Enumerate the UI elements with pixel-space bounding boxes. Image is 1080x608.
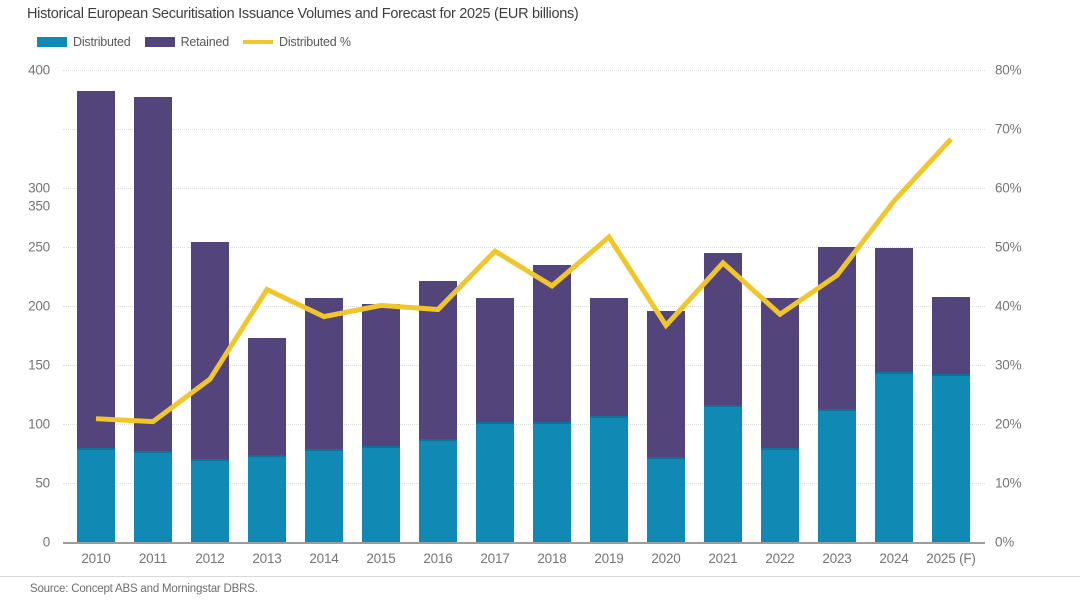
bar-segment-distributed bbox=[761, 447, 799, 542]
bar-segment-distributed bbox=[932, 374, 970, 542]
x-axis-label: 2023 bbox=[822, 551, 852, 566]
bar-segment-distributed bbox=[875, 372, 913, 542]
bar-segment-retained bbox=[932, 296, 970, 375]
bar-segment-retained bbox=[647, 310, 685, 458]
bar-segment-distributed bbox=[818, 408, 856, 542]
bar-segment-retained bbox=[818, 247, 856, 409]
bar-segment-distributed bbox=[704, 405, 742, 542]
source-note: Source: Concept ABS and Morningstar DBRS… bbox=[30, 583, 258, 595]
x-axis-label: 2015 bbox=[366, 551, 396, 566]
bar-segment-distributed bbox=[191, 459, 229, 542]
gridline bbox=[63, 483, 985, 484]
y-axis-right-tick: 80% bbox=[995, 62, 1022, 78]
legend-label-distributed: Distributed bbox=[73, 35, 131, 49]
x-axis-label: 2022 bbox=[765, 551, 795, 566]
x-axis-label: 2011 bbox=[138, 551, 168, 566]
bar-segment-retained bbox=[305, 297, 343, 449]
bar-segment-retained bbox=[761, 297, 799, 448]
distributed-pct-line-swatch-icon bbox=[243, 39, 273, 45]
y-axis-right-tick: 20% bbox=[995, 416, 1022, 432]
y-axis-right-tick: 40% bbox=[995, 298, 1022, 314]
x-axis-label: 2010 bbox=[81, 551, 111, 566]
x-axis-label: 2017 bbox=[480, 551, 510, 566]
bar-segment-retained bbox=[77, 91, 115, 448]
x-axis-label: 2016 bbox=[423, 551, 453, 566]
bar-segment-distributed bbox=[248, 454, 286, 542]
bar-segment-retained bbox=[419, 281, 457, 440]
footer-divider bbox=[0, 576, 1080, 577]
bar-segment-retained bbox=[704, 252, 742, 406]
y-axis-right-tick: 30% bbox=[995, 357, 1022, 373]
bar-segment-retained bbox=[248, 337, 286, 455]
bar-segment-distributed bbox=[362, 446, 400, 542]
bar-segment-distributed bbox=[305, 448, 343, 542]
bar-segment-distributed bbox=[77, 447, 115, 542]
bar-segment-distributed bbox=[476, 421, 514, 542]
x-axis-label: 2013 bbox=[252, 551, 282, 566]
y-axis-left-tick: 300 bbox=[28, 180, 50, 196]
bar-segment-retained bbox=[191, 242, 229, 460]
gridline bbox=[63, 129, 985, 130]
y-axis-right-tick: 50% bbox=[995, 239, 1022, 255]
chart-title: Historical European Securitisation Issua… bbox=[27, 6, 579, 22]
y-axis-left-tick: 200 bbox=[28, 298, 50, 314]
y-axis-left-tick: 0 bbox=[42, 534, 51, 550]
gridline bbox=[63, 70, 985, 71]
x-axis-label: 2020 bbox=[651, 551, 681, 566]
y-axis-left-tick: 250 bbox=[28, 239, 50, 255]
y-axis-right-tick: 10% bbox=[995, 475, 1022, 491]
bar-segment-retained bbox=[476, 297, 514, 422]
legend-item-distributed-pct: Distributed % bbox=[243, 35, 351, 49]
y-axis-left-tick: 100 bbox=[28, 416, 50, 432]
x-axis-label: 2024 bbox=[879, 551, 909, 566]
y-axis-right-tick: 70% bbox=[995, 121, 1022, 137]
x-axis-label: 2019 bbox=[594, 551, 624, 566]
bar-segment-distributed bbox=[590, 415, 628, 542]
bar-segment-retained bbox=[590, 297, 628, 416]
legend-label-distributed-pct: Distributed % bbox=[279, 35, 351, 49]
legend: Distributed Retained Distributed % bbox=[37, 35, 351, 49]
retained-swatch-icon bbox=[144, 37, 175, 47]
y-axis-left-tick: 400 bbox=[28, 62, 50, 78]
bar-segment-distributed bbox=[419, 439, 457, 542]
x-axis-label: 2021 bbox=[708, 551, 738, 566]
bar-segment-retained bbox=[134, 97, 172, 452]
gridline bbox=[63, 424, 985, 425]
x-axis-label: 2014 bbox=[309, 551, 339, 566]
y-axis-left-tick: 50 bbox=[35, 475, 50, 491]
legend-item-retained: Retained bbox=[144, 35, 230, 49]
bar-segment-retained bbox=[362, 303, 400, 447]
x-axis-label: 2025 (F) bbox=[926, 551, 976, 566]
bar-segment-distributed bbox=[134, 451, 172, 542]
y-axis-right-tick: 60% bbox=[995, 180, 1022, 196]
y-axis-left-tick: 350 bbox=[28, 198, 50, 214]
x-axis-line bbox=[63, 542, 985, 544]
gridline bbox=[63, 188, 985, 189]
bar-segment-distributed bbox=[533, 421, 571, 542]
legend-label-retained: Retained bbox=[180, 35, 230, 49]
y-axis-right-tick: 0% bbox=[995, 534, 1015, 550]
bar-segment-distributed bbox=[647, 457, 685, 542]
distributed-swatch-icon bbox=[37, 37, 67, 47]
bar-segment-retained bbox=[875, 248, 913, 373]
y-axis-left-tick: 150 bbox=[28, 357, 50, 373]
x-axis-label: 2012 bbox=[195, 551, 225, 566]
bar-segment-retained bbox=[533, 264, 571, 422]
x-axis-label: 2018 bbox=[537, 551, 567, 566]
legend-item-distributed: Distributed bbox=[37, 35, 131, 49]
